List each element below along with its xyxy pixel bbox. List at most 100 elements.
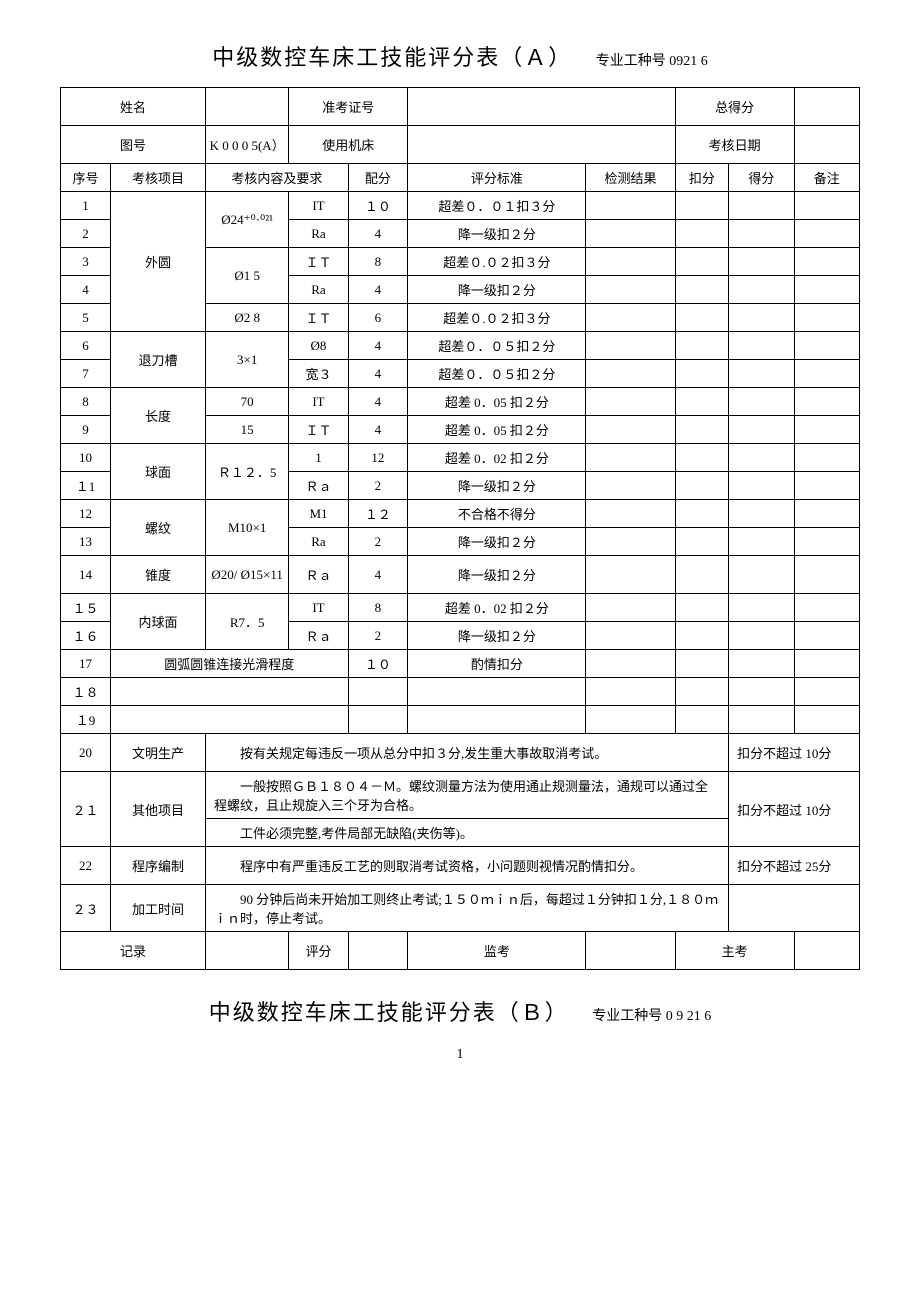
cell[interactable]: [794, 622, 859, 650]
cell[interactable]: [586, 622, 675, 650]
cell[interactable]: [675, 528, 729, 556]
cell[interactable]: [729, 678, 794, 706]
cell: 4: [348, 332, 407, 360]
cell[interactable]: [586, 276, 675, 304]
cell[interactable]: [729, 304, 794, 332]
cell[interactable]: [794, 192, 859, 220]
cell[interactable]: [348, 706, 407, 734]
cell[interactable]: [794, 594, 859, 622]
cell[interactable]: [675, 276, 729, 304]
cell[interactable]: [729, 444, 794, 472]
cell[interactable]: [729, 706, 794, 734]
cell[interactable]: [586, 192, 675, 220]
cell[interactable]: [675, 650, 729, 678]
cell[interactable]: [675, 500, 729, 528]
cell[interactable]: [675, 444, 729, 472]
cell[interactable]: [794, 444, 859, 472]
cell[interactable]: [729, 622, 794, 650]
main-title-b: 中级数控车床工技能评分表（Ｂ）: [209, 1000, 569, 1025]
cell[interactable]: [586, 500, 675, 528]
cell[interactable]: [675, 706, 729, 734]
cell: 9: [61, 416, 111, 444]
cell[interactable]: [586, 706, 675, 734]
cell[interactable]: [675, 248, 729, 276]
cell[interactable]: [794, 650, 859, 678]
cell[interactable]: [586, 248, 675, 276]
cell[interactable]: [408, 678, 586, 706]
cell[interactable]: [729, 594, 794, 622]
cell[interactable]: [729, 472, 794, 500]
cell[interactable]: [586, 220, 675, 248]
cell[interactable]: [794, 360, 859, 388]
cell[interactable]: [675, 622, 729, 650]
cell[interactable]: [794, 248, 859, 276]
field-machine[interactable]: [408, 126, 675, 164]
field-record[interactable]: [206, 932, 289, 970]
cell[interactable]: [729, 276, 794, 304]
field-name[interactable]: [206, 88, 289, 126]
field-chief[interactable]: [794, 932, 859, 970]
cell[interactable]: [794, 678, 859, 706]
cell[interactable]: [586, 416, 675, 444]
cell[interactable]: [586, 528, 675, 556]
cell[interactable]: [586, 472, 675, 500]
cell[interactable]: [794, 706, 859, 734]
field-date[interactable]: [794, 126, 859, 164]
cell[interactable]: [729, 416, 794, 444]
cell[interactable]: [794, 528, 859, 556]
cell[interactable]: [794, 556, 859, 594]
cell[interactable]: [586, 556, 675, 594]
cell[interactable]: [675, 594, 729, 622]
cell[interactable]: [675, 332, 729, 360]
cell[interactable]: [586, 304, 675, 332]
cell[interactable]: [675, 192, 729, 220]
cell[interactable]: [794, 388, 859, 416]
cell: 外圆: [110, 192, 205, 332]
cell[interactable]: [586, 650, 675, 678]
cell[interactable]: [348, 678, 407, 706]
cell[interactable]: [729, 192, 794, 220]
cell[interactable]: [110, 678, 348, 706]
cell[interactable]: [586, 388, 675, 416]
cell[interactable]: [729, 388, 794, 416]
cell[interactable]: [794, 416, 859, 444]
cell: 扣分不超过 10分: [729, 772, 860, 847]
cell[interactable]: [675, 416, 729, 444]
cell[interactable]: [675, 556, 729, 594]
cell[interactable]: [729, 220, 794, 248]
cell[interactable]: [794, 304, 859, 332]
field-total[interactable]: [794, 88, 859, 126]
cell[interactable]: [586, 678, 675, 706]
cell[interactable]: [794, 276, 859, 304]
cell[interactable]: [675, 678, 729, 706]
cell[interactable]: [586, 360, 675, 388]
field-supervise[interactable]: [586, 932, 675, 970]
cell[interactable]: [729, 528, 794, 556]
cell[interactable]: [675, 360, 729, 388]
cell[interactable]: [794, 472, 859, 500]
cell[interactable]: [794, 500, 859, 528]
cell[interactable]: [408, 706, 586, 734]
cell[interactable]: [729, 248, 794, 276]
cell[interactable]: [110, 706, 348, 734]
cell: ＩＴ: [289, 416, 348, 444]
cell[interactable]: [729, 650, 794, 678]
cell[interactable]: [729, 360, 794, 388]
cell[interactable]: [675, 220, 729, 248]
cell[interactable]: [586, 594, 675, 622]
cell[interactable]: [729, 500, 794, 528]
cell[interactable]: [729, 556, 794, 594]
field-admission[interactable]: [408, 88, 675, 126]
field-grade[interactable]: [348, 932, 407, 970]
cell[interactable]: [675, 304, 729, 332]
cell[interactable]: [675, 388, 729, 416]
cell[interactable]: [729, 332, 794, 360]
col-remark: 备注: [794, 164, 859, 192]
cell[interactable]: [794, 332, 859, 360]
cell[interactable]: [794, 220, 859, 248]
cell: 6: [61, 332, 111, 360]
cell[interactable]: [586, 444, 675, 472]
cell[interactable]: [675, 472, 729, 500]
cell[interactable]: [729, 885, 860, 932]
cell[interactable]: [586, 332, 675, 360]
